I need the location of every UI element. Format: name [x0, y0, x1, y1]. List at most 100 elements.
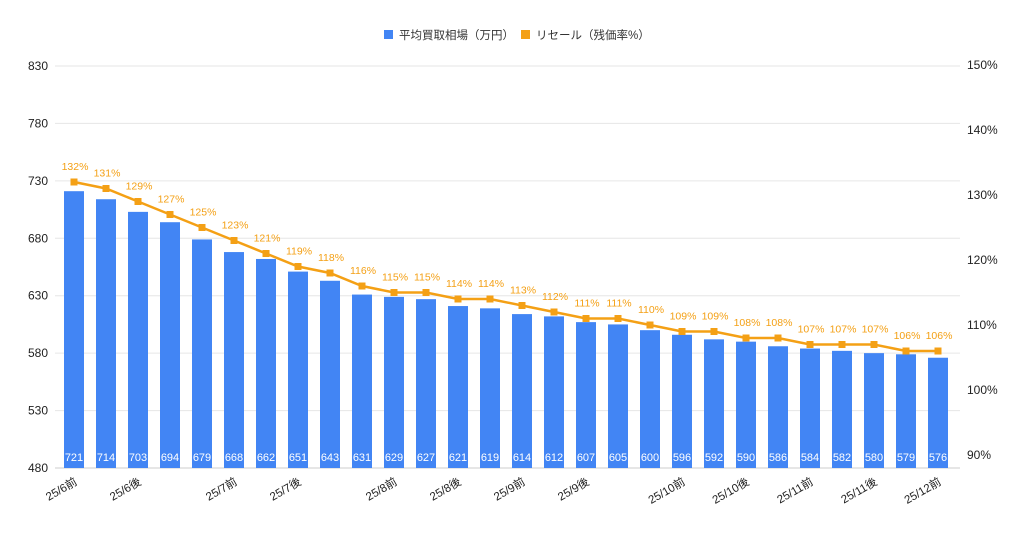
- bar-value-label: 703: [129, 452, 147, 464]
- bar: [224, 252, 244, 468]
- bar: [512, 314, 532, 468]
- line-value-label: 116%: [350, 265, 376, 277]
- line-value-label: 111%: [606, 298, 631, 310]
- bar-value-label: 627: [417, 452, 435, 464]
- bar-value-label: 612: [545, 452, 563, 464]
- line-point: [582, 315, 590, 322]
- line-point: [518, 302, 526, 309]
- line-point: [742, 334, 750, 342]
- bar: [640, 330, 660, 468]
- bar-value-label: 582: [833, 452, 851, 464]
- bar-value-label: 590: [737, 452, 755, 464]
- bar: [192, 239, 212, 468]
- line-value-label: 115%: [382, 272, 408, 284]
- bar: [704, 339, 724, 468]
- x-tick-label: 25/8後: [427, 474, 464, 503]
- bar: [544, 316, 564, 468]
- bar-value-label: 621: [449, 452, 467, 464]
- line-value-label: 131%: [94, 168, 121, 180]
- bar: [608, 324, 628, 468]
- line-point: [902, 347, 910, 355]
- bar-value-label: 596: [673, 452, 691, 464]
- line-value-label: 129%: [126, 181, 153, 193]
- line-point: [486, 295, 494, 303]
- bar: [736, 341, 756, 468]
- line-point: [806, 341, 814, 348]
- bar-value-label: 679: [193, 452, 211, 464]
- bar-value-label: 600: [641, 452, 659, 464]
- left-tick-label: 630: [28, 289, 48, 303]
- line-point: [774, 334, 782, 342]
- bar-value-label: 607: [577, 452, 595, 464]
- line-point: [838, 341, 846, 348]
- line-point: [166, 211, 174, 218]
- right-tick-label: 120%: [967, 253, 998, 267]
- line-point: [70, 178, 78, 186]
- left-tick-label: 830: [28, 59, 48, 73]
- line-value-label: 115%: [414, 272, 440, 284]
- legend: 平均買取相場（万円） リセール（残価率%）: [384, 28, 650, 42]
- line-value-label: 109%: [670, 311, 697, 323]
- x-tick-label: 25/9前: [491, 474, 527, 503]
- line-value-label: 127%: [158, 194, 185, 206]
- right-tick-label: 150%: [967, 58, 998, 72]
- bar-value-label: 631: [353, 452, 371, 464]
- line-value-label: 108%: [734, 317, 761, 329]
- line-value-label: 123%: [222, 220, 249, 232]
- x-tick-label: 25/10後: [710, 474, 752, 507]
- line-value-label: 112%: [542, 291, 568, 303]
- bar-value-label: 619: [481, 452, 499, 464]
- x-tick-label: 25/11後: [838, 474, 880, 506]
- line-point: [262, 250, 270, 257]
- bar: [256, 258, 276, 468]
- x-tick-label: 25/6前: [43, 474, 79, 503]
- bar-value-label: 651: [289, 452, 307, 464]
- bar: [64, 191, 84, 469]
- line-value-label: 107%: [798, 324, 825, 336]
- bar: [832, 350, 852, 468]
- bar-value-label: 629: [385, 452, 403, 464]
- left-tick-label: 530: [28, 404, 48, 418]
- bar-value-label: 605: [609, 452, 627, 464]
- bar: [160, 222, 180, 468]
- line-value-label: 110%: [638, 304, 664, 316]
- bar-value-label: 584: [801, 452, 819, 464]
- bar-value-label: 721: [65, 452, 83, 464]
- line-point: [358, 282, 366, 290]
- x-tick-label: 25/6後: [107, 474, 144, 503]
- bar-value-label: 592: [705, 452, 723, 464]
- line-value-label: 121%: [254, 233, 281, 245]
- x-tick-label: 25/11前: [774, 474, 815, 506]
- bar: [288, 271, 308, 468]
- bar: [416, 299, 436, 468]
- bar-value-label: 579: [897, 452, 915, 464]
- bar-value-label: 576: [929, 452, 947, 464]
- bar: [800, 348, 820, 468]
- bar: [672, 334, 692, 468]
- resale-line: [73, 180, 938, 353]
- line-point: [550, 308, 558, 316]
- legend-label-bar: 平均買取相場（万円）: [399, 29, 514, 42]
- left-tick-label: 680: [28, 231, 48, 245]
- bar-value-label: 662: [257, 452, 275, 464]
- x-tick-label: 25/7前: [203, 474, 239, 503]
- line-value-label: 114%: [478, 278, 504, 290]
- bar: [768, 346, 788, 468]
- line-point: [646, 321, 654, 329]
- left-tick-label: 480: [28, 461, 48, 475]
- line-value-label: 106%: [894, 330, 921, 342]
- bar: [480, 308, 500, 468]
- line-point: [326, 269, 334, 277]
- bar: [320, 280, 340, 468]
- line-point: [614, 315, 622, 322]
- line-point: [198, 224, 206, 231]
- line-point: [934, 347, 942, 355]
- bar: [576, 322, 596, 468]
- bar: [928, 357, 948, 468]
- line-value-label: 119%: [286, 246, 312, 258]
- x-tick-label: 25/9後: [555, 474, 592, 503]
- right-tick-label: 90%: [967, 448, 991, 462]
- bar-value-label: 643: [321, 452, 339, 464]
- line-point: [294, 263, 302, 270]
- line-value-label: 118%: [318, 252, 344, 264]
